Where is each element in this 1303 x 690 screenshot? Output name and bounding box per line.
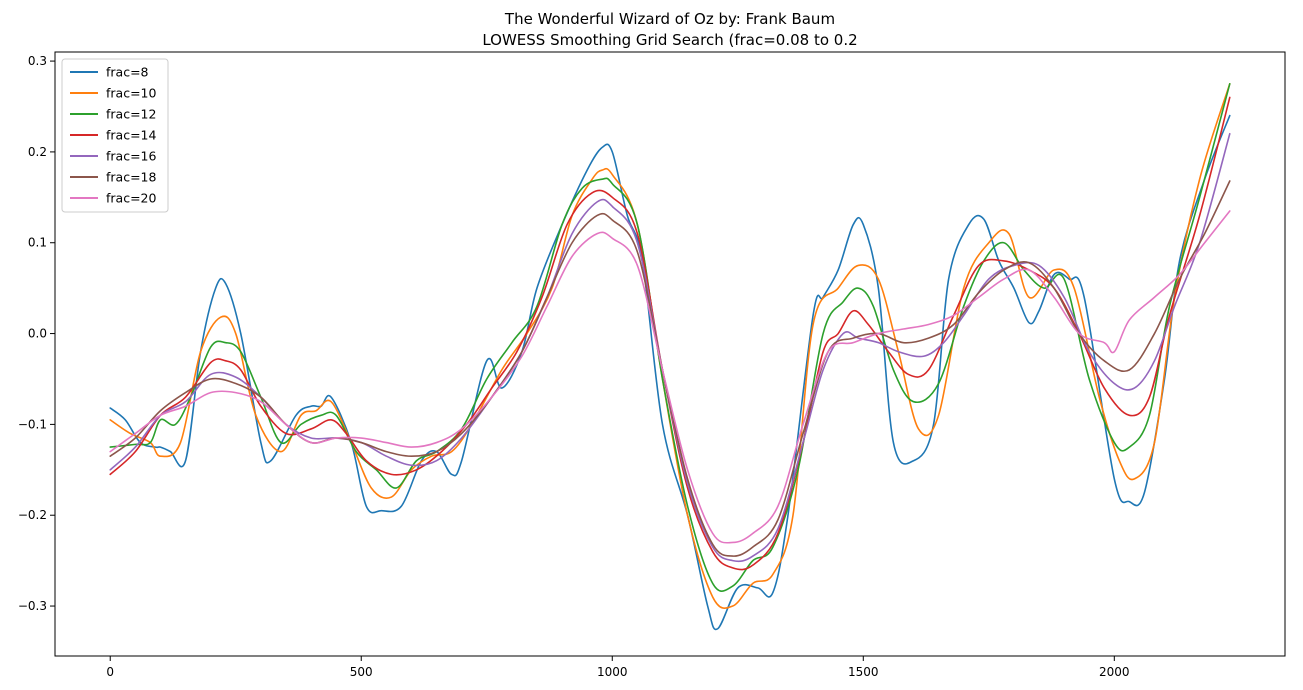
y-tick-label: 0.0 [28, 327, 47, 341]
legend-label: frac=16 [106, 149, 156, 164]
chart-subtitle: LOWESS Smoothing Grid Search (frac=0.08 … [482, 31, 857, 49]
y-axis: −0.3 −0.2 −0.1 0.0 0.1 0.2 0.3 [18, 54, 55, 613]
legend-label: frac=20 [106, 191, 156, 206]
legend-label: frac=12 [106, 107, 156, 122]
x-tick-label: 1000 [597, 665, 628, 679]
y-tick-label: −0.2 [18, 508, 47, 522]
series-line-frac-18 [109, 180, 1231, 557]
x-tick-label: 2000 [1099, 665, 1130, 679]
series-line-frac-14 [109, 96, 1231, 571]
series-line-frac-16 [109, 132, 1231, 563]
series-line-frac-20 [109, 210, 1231, 544]
series-layer [109, 82, 1231, 631]
x-tick-label: 500 [350, 665, 373, 679]
legend-label: frac=8 [106, 65, 149, 80]
x-tick-label: 0 [106, 665, 114, 679]
series-line-frac-8 [109, 114, 1231, 631]
y-tick-label: −0.3 [18, 599, 47, 613]
plot-frame [54, 51, 1286, 657]
legend-label: frac=10 [106, 86, 156, 101]
x-tick-label: 1500 [848, 665, 879, 679]
y-tick-label: 0.1 [28, 236, 47, 250]
y-tick-label: −0.1 [18, 417, 47, 431]
legend-label: frac=18 [106, 170, 156, 185]
x-axis: 0 500 1000 1500 2000 [106, 656, 1130, 679]
series-line-frac-12 [109, 82, 1231, 592]
legend: frac=8 frac=10 frac=12 frac=14 frac=16 frac=1… [61, 58, 169, 213]
y-tick-label: 0.3 [28, 54, 47, 68]
chart-title: The Wonderful Wizard of Oz by: Frank Bau… [504, 10, 835, 28]
series-line-frac-10 [109, 82, 1231, 609]
legend-label: frac=14 [106, 128, 156, 143]
y-tick-label: 0.2 [28, 145, 47, 159]
legend-box [61, 58, 169, 213]
